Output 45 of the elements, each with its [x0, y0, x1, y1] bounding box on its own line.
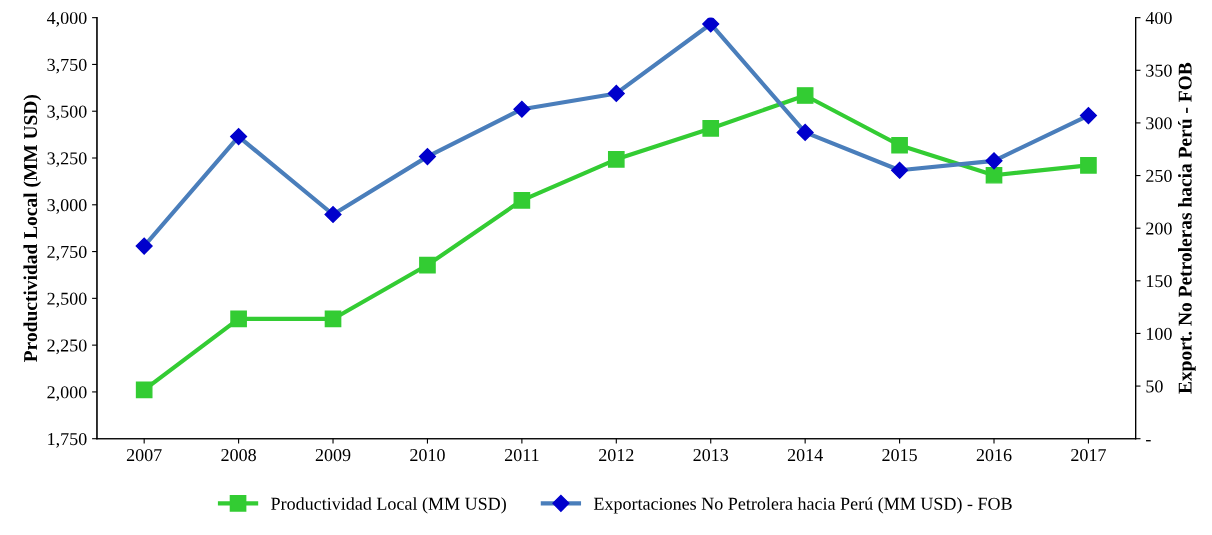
point [230, 310, 247, 328]
y2-axis-title: Export. No Petroleras hacia Perú - FOB [1178, 62, 1196, 394]
y-tick-label: 2,250 [47, 339, 87, 355]
y2-tick-label: 200 [1146, 222, 1172, 235]
legend-label: Exportaciones No Petrolera hacia Perú (MM USD) - FOB [593, 497, 1012, 514]
y2-tick-label: - [1146, 440, 1151, 442]
point [985, 166, 1003, 184]
x-tick-label: 2007 [126, 448, 162, 462]
x-tick-label: 2014 [787, 448, 823, 462]
y2-tick-label: 100 [1146, 327, 1172, 340]
point [891, 136, 908, 154]
point [796, 87, 814, 104]
y-tick-label: 3,750 [47, 58, 87, 74]
y2-tick-label: 300 [1146, 117, 1172, 130]
y-tick-label: 2,750 [47, 245, 87, 261]
point [702, 120, 720, 137]
y2-tick-label: 400 [1145, 11, 1172, 25]
x-tick-label: 2009 [315, 448, 351, 462]
y-tick-label: 3,250 [47, 152, 87, 168]
point [135, 381, 153, 399]
x-tick-label: 2010 [410, 448, 445, 462]
point [419, 256, 436, 274]
y2-tick-label: 150 [1146, 275, 1172, 288]
point [1080, 156, 1097, 174]
legend-label: Productividad Local (MM USD) [271, 497, 506, 514]
y2-tick-label: 250 [1146, 169, 1172, 182]
y-tick-label: 1,750 [48, 432, 87, 448]
y-tick-label: 2,500 [47, 292, 87, 308]
y2-tick-label: 350 [1146, 64, 1172, 77]
y-axis-title: Productividad Local (MM USD) [23, 94, 42, 362]
y2-tick-label: 50 [1146, 380, 1163, 393]
x-tick-label: 2012 [599, 448, 634, 462]
y-tick-label: 3,500 [47, 105, 87, 121]
x-tick-label: 2013 [693, 448, 729, 462]
point [513, 191, 531, 209]
point [607, 150, 625, 168]
y-tick-label: 2,000 [47, 386, 87, 401]
x-tick-label: 2017 [1071, 448, 1106, 462]
y-tick-label: 4,000 [46, 11, 87, 27]
x-tick-label: 2016 [976, 448, 1012, 462]
x-tick-label: 2015 [882, 448, 917, 462]
x-tick-label: 2008 [221, 448, 256, 462]
point [324, 310, 342, 328]
y-tick-label: 3,000 [47, 199, 87, 214]
x-tick-label: 2011 [504, 448, 539, 462]
